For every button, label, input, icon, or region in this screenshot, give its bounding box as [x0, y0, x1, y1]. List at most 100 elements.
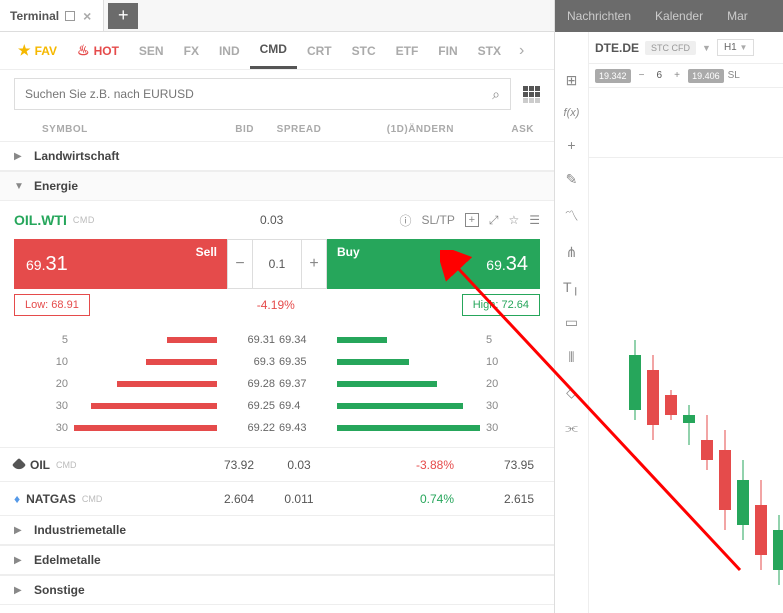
- levels-tool-icon[interactable]: ⦀: [568, 349, 574, 366]
- tab-terminal[interactable]: Terminal ×: [0, 0, 104, 31]
- terminal-panel: Terminal × + ★FAV ♨HOT SEN FX IND CMD CR…: [0, 0, 555, 613]
- category-fin[interactable]: FIN: [428, 32, 467, 69]
- depth-bar-left: [74, 425, 217, 431]
- eraser-tool-icon[interactable]: ◇: [566, 384, 577, 401]
- fork-tool-icon[interactable]: ⋔: [566, 244, 578, 261]
- depth-row: 1069.369.3510: [14, 351, 540, 373]
- group-row-precious-metals[interactable]: ▶ Edelmetalle: [0, 545, 554, 575]
- category-sen[interactable]: SEN: [129, 32, 174, 69]
- chart-area: DTE.DE STC CFD ▼ H1 ▼ 19.342 − 6 + 19.40…: [589, 0, 783, 613]
- pencil-tool-icon[interactable]: ✎: [566, 171, 578, 188]
- chart-timeframe-select[interactable]: H1 ▼: [717, 39, 755, 56]
- list-symbol: ♦NATGASCMD: [14, 492, 174, 506]
- fx-tool-icon[interactable]: f(x): [564, 107, 580, 119]
- chart-ask-box: 19.406: [688, 69, 724, 83]
- depth-price-left: 69.22: [217, 422, 277, 434]
- search-input[interactable]: [25, 87, 492, 101]
- list-change: -3.88%: [344, 458, 454, 472]
- category-crt[interactable]: CRT: [297, 32, 342, 69]
- star-outline-icon[interactable]: ☆: [508, 213, 519, 227]
- symbol-spread: 0.03: [260, 213, 283, 227]
- category-more-icon[interactable]: ›: [511, 42, 532, 60]
- depth-size-right: 5: [480, 334, 540, 346]
- low-badge: Low: 68.91: [14, 294, 90, 316]
- sell-button[interactable]: 69.31 Sell: [14, 239, 227, 289]
- list-ask: 2.615: [454, 492, 534, 506]
- group-row-agriculture[interactable]: ▶ Landwirtschaft: [0, 141, 554, 171]
- group-row-energy[interactable]: ▼ Energie: [0, 171, 554, 201]
- tab-title: Terminal: [10, 9, 59, 23]
- qty-increase-button[interactable]: +: [301, 239, 327, 289]
- qty-value[interactable]: 0.1: [253, 239, 301, 289]
- category-etf[interactable]: ETF: [386, 32, 429, 69]
- search-icon[interactable]: ⌕: [492, 86, 500, 103]
- category-stc[interactable]: STC: [342, 32, 386, 69]
- list-bid: 73.92: [174, 458, 254, 472]
- share-tool-icon[interactable]: ⫘: [565, 419, 578, 436]
- depth-price-left: 69.28: [217, 378, 277, 390]
- nav-market[interactable]: Mar: [715, 0, 760, 32]
- depth-bar-right: [337, 337, 480, 343]
- add-tab-button[interactable]: +: [108, 3, 138, 29]
- category-cmd[interactable]: CMD: [250, 32, 297, 69]
- category-fav[interactable]: ★FAV: [8, 32, 67, 69]
- depth-size-left: 20: [14, 378, 74, 390]
- list-row[interactable]: ♦NATGASCMD2.6040.0110.74%2.615: [0, 481, 554, 515]
- chart-qty[interactable]: 6: [653, 70, 667, 81]
- depth-table: 569.3169.3451069.369.35102069.2869.37203…: [14, 321, 540, 447]
- depth-bar-right: [337, 381, 480, 387]
- info-icon[interactable]: ⓘ: [399, 212, 411, 229]
- depth-price-left: 69.3: [217, 356, 277, 368]
- quantity-box: − 0.1 +: [227, 239, 327, 289]
- low-high-row: Low: 68.91 -4.19% High: 72.64: [14, 289, 540, 321]
- group-row-other[interactable]: ▶ Sonstige: [0, 575, 554, 605]
- grid-tool-icon[interactable]: ⊞: [566, 72, 578, 89]
- category-fx[interactable]: FX: [174, 32, 209, 69]
- list-symbol: OILCMD: [14, 458, 174, 472]
- high-badge: High: 72.64: [462, 294, 540, 316]
- category-stx[interactable]: STX: [468, 32, 511, 69]
- settings-lines-icon[interactable]: ☰: [529, 213, 540, 227]
- list-row[interactable]: OILCMD73.920.03-3.88%73.95: [0, 447, 554, 481]
- category-ind[interactable]: IND: [209, 32, 250, 69]
- crosshair-tool-icon[interactable]: +: [567, 137, 575, 153]
- depth-price-left: 69.25: [217, 400, 277, 412]
- text-tool-icon[interactable]: T╷: [563, 279, 580, 296]
- depth-row: 569.3169.345: [14, 329, 540, 351]
- header-spread: SPREAD: [254, 124, 344, 135]
- layout-grid-icon[interactable]: [523, 86, 540, 103]
- depth-size-right: 30: [480, 422, 540, 434]
- category-hot[interactable]: ♨HOT: [67, 32, 129, 69]
- chart-sl-label[interactable]: SL: [728, 70, 740, 81]
- chart-upper-region: [589, 88, 783, 158]
- chart-header: DTE.DE STC CFD ▼ H1 ▼: [589, 32, 783, 64]
- nav-news[interactable]: Nachrichten: [555, 0, 643, 32]
- chevron-down-icon: ▼: [14, 181, 22, 192]
- candlestick-chart[interactable]: [629, 160, 783, 613]
- depth-size-left: 30: [14, 400, 74, 412]
- list-ask: 73.95: [454, 458, 534, 472]
- change-percent: -4.19%: [257, 298, 295, 312]
- depth-row: 3069.2269.4330: [14, 417, 540, 439]
- depth-size-left: 30: [14, 422, 74, 434]
- symbol-detail: OIL.WTI CMD 0.03 ⓘ SL/TP + ⤢ ☆ ☰ 69.31 S…: [0, 201, 554, 447]
- plus-box-icon[interactable]: +: [465, 213, 479, 227]
- star-icon: ★: [18, 42, 31, 59]
- chart-qty-decrease[interactable]: −: [635, 70, 649, 81]
- depth-price-right: 69.37: [277, 378, 337, 390]
- tab-bar: Terminal × +: [0, 0, 554, 32]
- chart-badge-dropdown-icon[interactable]: ▼: [702, 43, 711, 53]
- chart-instrument-badge: STC CFD: [645, 41, 696, 55]
- chart-qty-increase[interactable]: +: [670, 70, 684, 81]
- sltp-label[interactable]: SL/TP: [422, 213, 455, 227]
- buy-button[interactable]: Buy 69.34: [327, 239, 540, 289]
- trend-tool-icon[interactable]: 〽: [565, 206, 579, 226]
- chart-symbol[interactable]: DTE.DE: [595, 41, 639, 55]
- depth-bar-right: [337, 425, 480, 431]
- chart-icon[interactable]: ⤢: [489, 213, 499, 228]
- cards-tool-icon[interactable]: ▭: [565, 314, 578, 331]
- group-row-industrial-metals[interactable]: ▶ Industriemetalle: [0, 515, 554, 545]
- close-icon[interactable]: ×: [81, 8, 93, 24]
- qty-decrease-button[interactable]: −: [227, 239, 253, 289]
- nav-calendar[interactable]: Kalender: [643, 0, 715, 32]
